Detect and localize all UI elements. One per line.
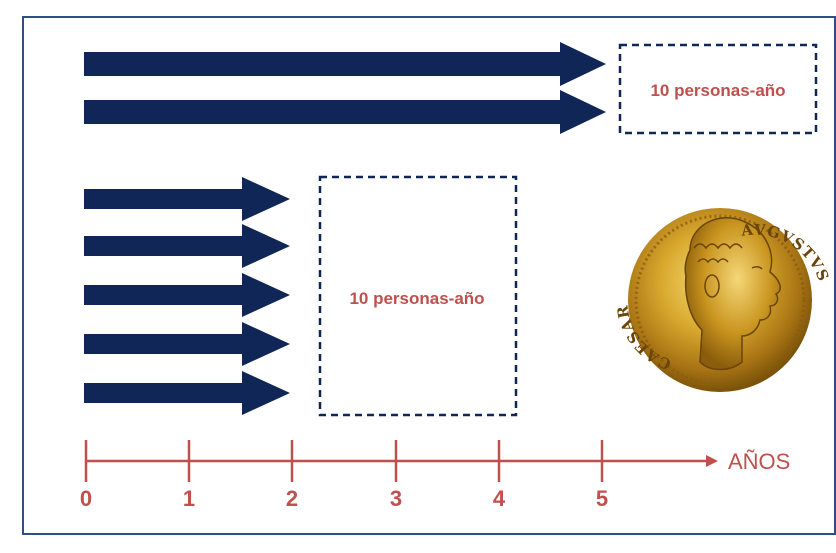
axis-label: AÑOS <box>728 449 790 474</box>
arrow-short-4 <box>84 322 290 366</box>
gold-coin-image: CAESAR AVGVSTVS <box>613 208 832 392</box>
box-middle-label: 10 personas-año <box>349 289 484 308</box>
axis-tick-label-1: 1 <box>183 486 195 511</box>
arrow-short-1 <box>84 177 290 221</box>
arrow-short-5 <box>84 371 290 415</box>
axis-arrowhead <box>706 455 718 467</box>
axis-tick-label-2: 2 <box>286 486 298 511</box>
axis-tick-label-3: 3 <box>390 486 402 511</box>
arrow-short-2 <box>84 224 290 268</box>
arrow-short-3 <box>84 273 290 317</box>
axis-tick-label-4: 4 <box>493 486 506 511</box>
time-axis: 0 1 2 3 4 5 AÑOS <box>80 440 790 511</box>
arrow-group-two-years <box>84 177 290 415</box>
axis-tick-label-0: 0 <box>80 486 92 511</box>
box-top-label: 10 personas-año <box>650 81 785 100</box>
person-years-box-middle: 10 personas-año <box>318 175 518 417</box>
arrow-long-2 <box>84 90 606 134</box>
person-years-box-top: 10 personas-año <box>618 43 818 135</box>
axis-tick-label-5: 5 <box>596 486 608 511</box>
arrow-long-1 <box>84 42 606 86</box>
arrow-group-five-years <box>84 42 606 134</box>
